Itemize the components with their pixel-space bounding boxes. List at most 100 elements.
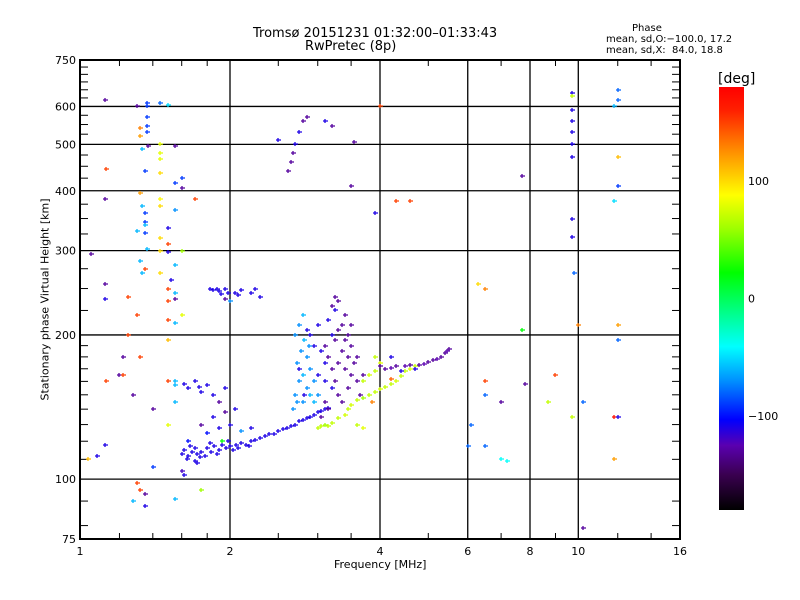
data-point: [293, 393, 298, 397]
data-point: [197, 385, 202, 389]
data-point: [226, 291, 231, 295]
data-point: [244, 443, 249, 447]
data-point: [316, 426, 321, 430]
data-point: [138, 488, 143, 492]
data-point: [186, 386, 191, 390]
data-point: [319, 415, 324, 419]
data-point: [135, 313, 140, 317]
data-point: [361, 373, 366, 377]
data-point: [208, 287, 213, 291]
y-tick-label: 400: [55, 185, 76, 198]
data-point: [180, 469, 185, 473]
data-point: [343, 413, 348, 417]
data-point: [326, 407, 331, 411]
data-point: [340, 323, 345, 327]
data-point: [267, 432, 272, 436]
data-point: [103, 443, 108, 447]
data-point: [186, 439, 191, 443]
data-point: [340, 400, 345, 404]
data-point: [239, 288, 244, 292]
data-point: [570, 94, 575, 98]
data-point: [173, 400, 178, 404]
data-point: [301, 119, 306, 123]
data-point: [417, 363, 422, 367]
x-tick-label: 4: [377, 545, 384, 558]
data-point: [158, 101, 163, 105]
data-point: [286, 169, 291, 173]
colorbar-label: [deg]: [718, 71, 756, 87]
data-point: [138, 134, 143, 138]
data-point: [361, 379, 366, 383]
data-point: [326, 355, 331, 359]
y-tick-label: 500: [55, 138, 76, 151]
data-point: [190, 450, 195, 454]
data-point: [173, 379, 178, 383]
data-point: [352, 140, 357, 144]
data-point: [308, 415, 313, 419]
data-point: [553, 373, 558, 377]
data-point: [399, 374, 404, 378]
data-point: [138, 355, 143, 359]
data-point: [316, 323, 321, 327]
data-point: [373, 355, 378, 359]
data-point: [253, 438, 258, 442]
data-point: [205, 446, 210, 450]
data-point: [316, 393, 321, 397]
x-tick-label: 16: [673, 545, 687, 558]
data-point: [308, 393, 313, 397]
data-point: [169, 278, 174, 282]
data-point: [330, 421, 335, 425]
data-point: [343, 367, 348, 371]
data-point: [340, 349, 345, 353]
data-point: [336, 328, 341, 332]
data-point: [297, 419, 302, 423]
data-point: [173, 263, 178, 267]
x-tick-label: 2: [227, 545, 234, 558]
data-point: [572, 271, 577, 275]
data-point: [228, 299, 233, 303]
data-point: [121, 373, 126, 377]
data-point: [426, 360, 431, 364]
data-point: [307, 344, 312, 348]
data-point: [330, 367, 335, 371]
data-point: [297, 130, 302, 134]
data-point: [570, 217, 575, 221]
axis-ticks: 1 2 4 6 8 10 16 75 100 200 300 400 500 600 750: [55, 54, 687, 558]
data-point: [158, 249, 163, 253]
data-point: [499, 457, 504, 461]
data-point: [305, 416, 310, 420]
data-point: [226, 439, 231, 443]
data-point: [135, 229, 140, 233]
data-point: [253, 287, 258, 291]
data-point: [483, 444, 488, 448]
data-point: [166, 250, 171, 254]
data-point: [211, 415, 216, 419]
data-point: [121, 355, 126, 359]
data-point: [220, 439, 225, 443]
data-point: [399, 369, 404, 373]
colorbar: [719, 87, 744, 510]
data-point: [520, 174, 525, 178]
data-point: [349, 373, 354, 377]
data-point: [439, 355, 444, 359]
data-point: [301, 313, 306, 317]
data-point: [173, 321, 178, 325]
data-point: [361, 396, 366, 400]
data-point: [483, 287, 488, 291]
data-point: [234, 443, 239, 447]
data-point: [95, 454, 100, 458]
data-point: [276, 429, 281, 433]
colorbar-tick-label: −100: [748, 410, 778, 423]
x-axis-label: Frequency [MHz]: [334, 558, 427, 571]
data-point: [431, 358, 436, 362]
data-point: [616, 98, 621, 102]
y-tick-label: 200: [55, 329, 76, 342]
data-point: [193, 197, 198, 201]
data-point: [295, 400, 300, 404]
data-point: [355, 379, 360, 383]
data-point: [126, 333, 131, 337]
y-tick-label: 75: [62, 533, 76, 546]
data-point: [373, 369, 378, 373]
data-point: [378, 104, 383, 108]
data-point: [143, 169, 148, 173]
